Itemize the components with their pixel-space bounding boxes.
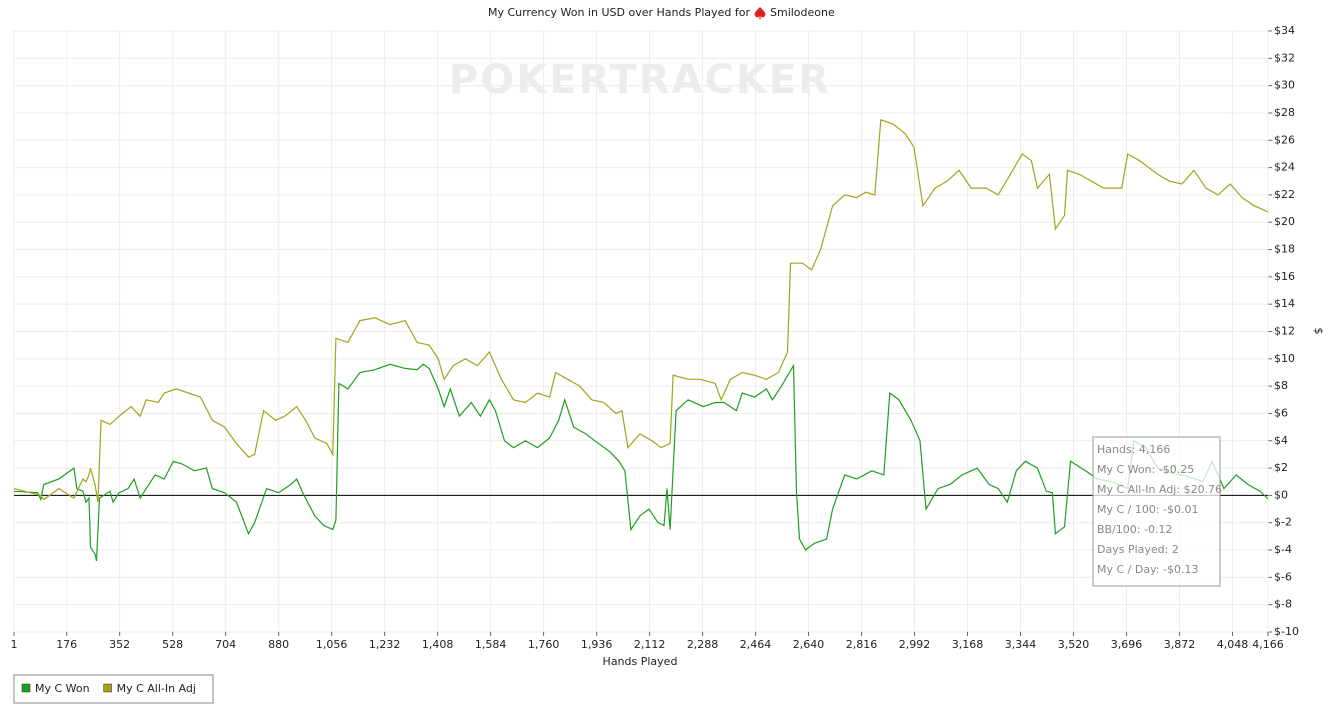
- x-tick-label: 3,168: [952, 638, 984, 651]
- y-tick-label: $-10: [1274, 625, 1299, 638]
- y-tick-label: $18: [1274, 243, 1295, 256]
- x-tick-label: 3,696: [1111, 638, 1143, 651]
- y-axis-label: $: [1312, 328, 1325, 335]
- x-tick-label: 176: [56, 638, 77, 651]
- legend-label: My C All-In Adj: [117, 682, 196, 695]
- tooltip-line: BB/100: -0.12: [1097, 523, 1172, 536]
- y-tick-label: $-2: [1274, 516, 1292, 529]
- tooltip: Hands: 4,166 My C Won: -$0.25 My C All-In …: [1092, 436, 1222, 587]
- x-tick-label: 1,936: [581, 638, 613, 651]
- y-tick-label: $24: [1274, 161, 1295, 174]
- x-tick-label: 2,640: [793, 638, 825, 651]
- watermark: POKERTRACKER: [449, 57, 831, 103]
- y-tick-label: $20: [1274, 215, 1295, 228]
- y-tick-label: $-8: [1274, 598, 1292, 611]
- y-tick-label: $26: [1274, 133, 1295, 146]
- legend-swatch: [103, 683, 112, 693]
- x-tick-label: 2,288: [687, 638, 719, 651]
- x-tick-label: 4,048: [1217, 638, 1249, 651]
- tooltip-line: My C / 100: -$0.01: [1097, 503, 1199, 516]
- x-tick-label: 1,232: [369, 638, 401, 651]
- legend-box: [13, 674, 214, 704]
- x-tick-label: 1: [11, 638, 18, 651]
- y-tick-label: $32: [1274, 51, 1295, 64]
- legend-label: My C Won: [35, 682, 90, 695]
- tooltip-line: My C / Day: -$0.13: [1097, 563, 1198, 576]
- tooltip-line: Days Played: 2: [1097, 543, 1179, 556]
- x-tick-label: 2,464: [740, 638, 772, 651]
- x-tick-label: 2,816: [846, 638, 878, 651]
- x-tick-label: 1,760: [528, 638, 560, 651]
- x-tick-label: 3,872: [1164, 638, 1196, 651]
- y-tick-label: $8: [1274, 379, 1288, 392]
- x-tick-label: 3,344: [1005, 638, 1037, 651]
- y-tick-label: $28: [1274, 106, 1295, 119]
- y-tick-label: $14: [1274, 297, 1295, 310]
- series-line: [13, 118, 1269, 503]
- tooltip-box: [1092, 436, 1221, 587]
- y-tick-label: $30: [1274, 79, 1295, 92]
- x-tick-label: 880: [268, 638, 289, 651]
- y-tick-label: $22: [1274, 188, 1295, 201]
- x-tick-label: 704: [215, 638, 236, 651]
- x-axis-label: Hands Played: [603, 655, 678, 668]
- tooltip-line: Hands: 4,166: [1097, 443, 1170, 456]
- x-tick-label: 3,520: [1058, 638, 1090, 651]
- series-line: [13, 363, 1269, 562]
- y-tick-label: $16: [1274, 270, 1295, 283]
- y-tick-label: $10: [1274, 352, 1295, 365]
- y-tick-label: $-4: [1274, 543, 1292, 556]
- y-tick-label: $12: [1274, 325, 1295, 338]
- tooltip-line: My C All-In Adj: $20.76: [1097, 483, 1222, 496]
- y-tick-label: $6: [1274, 406, 1288, 419]
- y-tick-label: $34: [1274, 24, 1295, 37]
- x-tick-label: 352: [109, 638, 130, 651]
- x-tick-label: 1,408: [422, 638, 454, 651]
- spade-icon: [754, 7, 766, 19]
- x-tick-label: 1,584: [475, 638, 507, 651]
- x-tick-label: 528: [162, 638, 183, 651]
- chart-title: My Currency Won in USD over Hands Played…: [488, 6, 751, 19]
- x-tick-label: 2,992: [899, 638, 931, 651]
- legend-swatch: [21, 683, 31, 693]
- player-name: Smilodeone: [770, 6, 835, 19]
- y-tick-label: $-6: [1274, 570, 1292, 583]
- x-tick-label: 1,056: [316, 638, 348, 651]
- y-tick-label: $0: [1274, 488, 1288, 501]
- tooltip-line: My C Won: -$0.25: [1097, 463, 1194, 476]
- y-tick-label: $4: [1274, 434, 1288, 447]
- x-tick-label: 4,166: [1252, 638, 1284, 651]
- y-tick-label: $2: [1274, 461, 1288, 474]
- x-tick-label: 2,112: [634, 638, 666, 651]
